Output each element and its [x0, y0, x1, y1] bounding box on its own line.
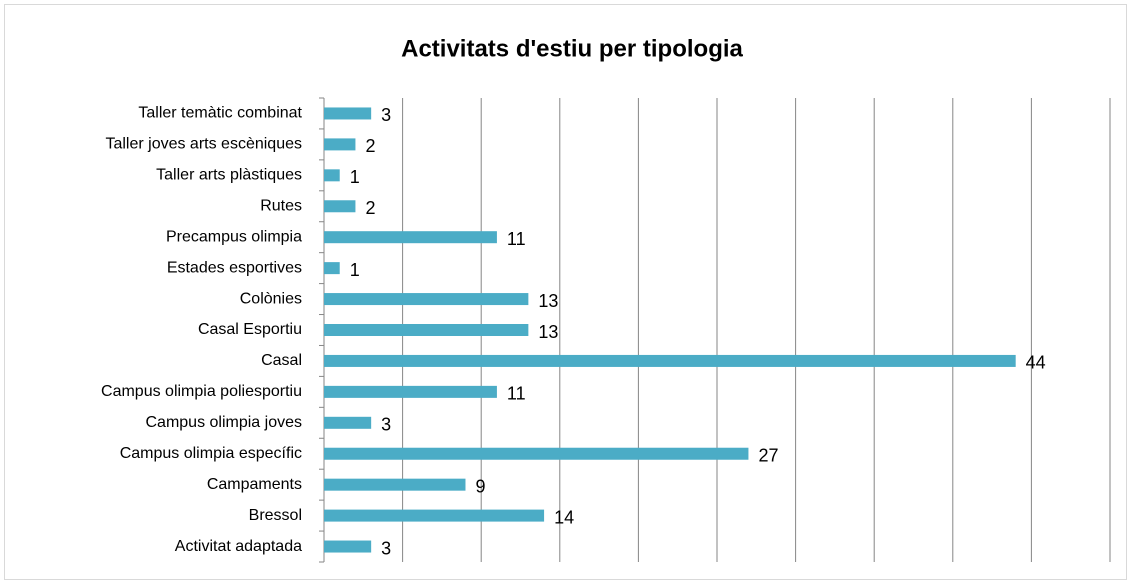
- y-tick-label: Precampus olimpia: [166, 228, 302, 245]
- bar: [324, 107, 372, 120]
- data-label: 11: [507, 229, 526, 249]
- y-tick-label: Taller joves arts escèniques: [105, 136, 302, 153]
- chart-border: [4, 4, 1127, 580]
- bar: [324, 540, 372, 553]
- bar: [324, 293, 529, 306]
- data-label: 13: [538, 291, 558, 311]
- y-tick-label: Casal Esportiu: [198, 321, 302, 338]
- bar: [324, 169, 340, 182]
- y-tick-label: Taller arts plàstiques: [156, 167, 302, 184]
- bar: [324, 416, 372, 429]
- data-label: 2: [365, 136, 375, 156]
- bar: [324, 200, 356, 213]
- y-tick-label: Rutes: [260, 197, 302, 214]
- data-label: 3: [381, 415, 391, 435]
- bar: [324, 138, 356, 151]
- y-tick-label: Campaments: [207, 476, 302, 493]
- data-label: 14: [554, 507, 574, 527]
- y-tick-label: Casal: [261, 352, 302, 369]
- data-label: 2: [365, 198, 375, 218]
- bar: [324, 354, 1016, 367]
- y-tick-label: Estades esportives: [167, 259, 302, 276]
- data-label: 11: [507, 384, 526, 404]
- bar: [324, 447, 749, 460]
- data-label: 3: [381, 105, 391, 125]
- bar: [324, 385, 497, 398]
- bar: [324, 478, 466, 491]
- bar: [324, 262, 340, 275]
- data-label: 3: [381, 538, 391, 558]
- bar: [324, 509, 545, 522]
- bar: [324, 231, 497, 244]
- y-tick-label: Taller temàtic combinat: [138, 105, 302, 122]
- data-label: 13: [538, 322, 558, 342]
- bar: [324, 324, 529, 336]
- data-label: 1: [350, 260, 360, 280]
- data-label: 44: [1026, 353, 1046, 373]
- y-tick-label: Bressol: [249, 507, 302, 524]
- y-tick-label: Campus olimpia poliesportiu: [101, 383, 302, 400]
- data-label: 27: [758, 445, 778, 465]
- data-label: 9: [475, 476, 485, 496]
- data-label: 1: [350, 167, 360, 187]
- y-tick-label: Campus olimpia joves: [145, 414, 302, 431]
- y-tick-label: Colònies: [240, 290, 302, 307]
- y-tick-label: Campus olimpia específic: [120, 445, 302, 462]
- chart-title: Activitats d'estiu per tipologia: [401, 35, 743, 62]
- y-tick-label: Activitat adaptada: [175, 538, 302, 555]
